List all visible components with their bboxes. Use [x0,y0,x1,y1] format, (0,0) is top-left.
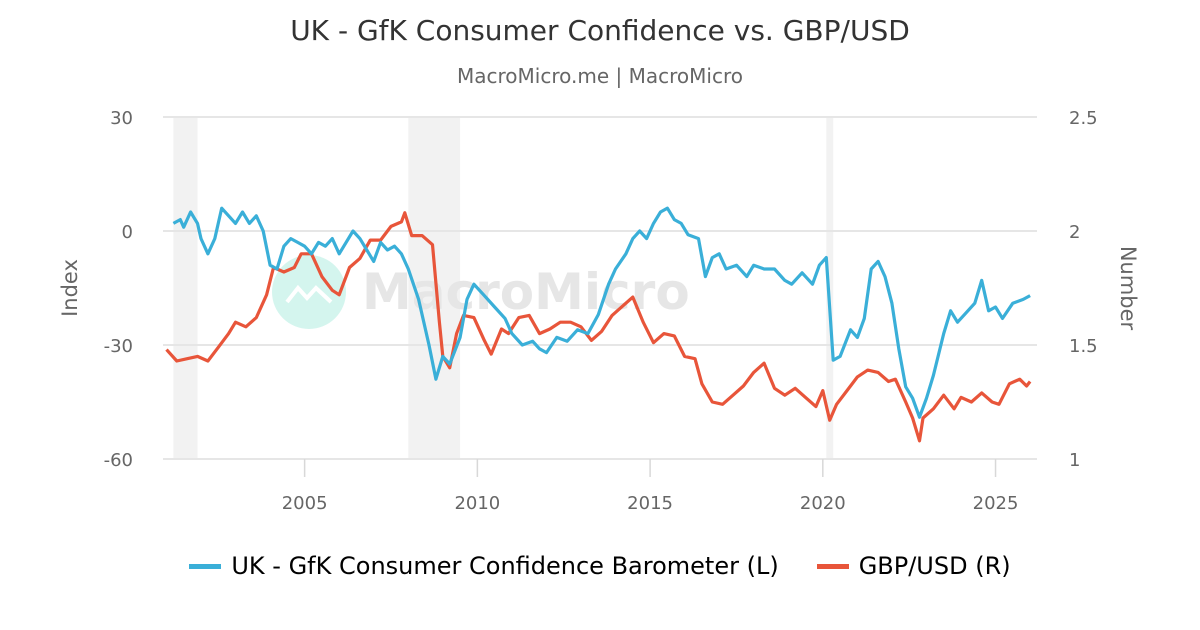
y-right-tick-label: 2 [1069,222,1080,243]
watermark-logo-icon [272,255,346,329]
x-tick-label: 2010 [454,493,500,514]
series-line-consumer-confidence[interactable] [172,206,1031,419]
y-axis-right-title: Number [1116,246,1140,331]
y-axis-left: 30 0 -30 -60 [104,108,133,471]
y-axis-left-title: Index [58,259,82,317]
legend-item-consumer-confidence[interactable]: UK - GfK Consumer Confidence Barometer (… [189,552,779,580]
y-right-tick-label: 2.5 [1069,108,1098,129]
recession-band [173,117,198,459]
series-lines [165,206,1032,443]
watermark-logo-mark-icon [285,284,333,304]
y-left-tick-label: -30 [104,336,133,357]
recession-band [408,117,461,459]
gridlines [163,116,1037,460]
x-tick-label: 2015 [627,493,673,514]
legend-swatch-consumer-confidence [189,563,222,569]
x-axis: 2005 2010 2015 2020 2025 [282,459,1019,514]
legend-swatch-gbpusd [816,563,849,569]
x-tick-label: 2020 [800,493,846,514]
x-tick-label: 2025 [973,493,1019,514]
chart-subtitle: MacroMicro.me | MacroMicro [457,64,743,88]
legend: UK - GfK Consumer Confidence Barometer (… [0,552,1200,580]
y-left-tick-label: 0 [122,222,133,243]
legend-label-gbpusd: GBP/USD (R) [858,552,1011,580]
series-line-gbpusd[interactable] [165,211,1032,443]
legend-item-gbpusd[interactable]: GBP/USD (R) [816,552,1011,580]
legend-label-consumer-confidence: UK - GfK Consumer Confidence Barometer (… [231,552,779,580]
y-left-tick-label: -60 [104,450,133,471]
y-right-tick-label: 1.5 [1069,336,1098,357]
y-right-tick-label: 1 [1069,450,1080,471]
y-axis-right: 2.5 2 1.5 1 [1069,108,1098,471]
x-tick-label: 2005 [282,493,328,514]
chart-title: UK - GfK Consumer Confidence vs. GBP/USD [290,14,910,47]
y-left-tick-label: 30 [110,108,133,129]
